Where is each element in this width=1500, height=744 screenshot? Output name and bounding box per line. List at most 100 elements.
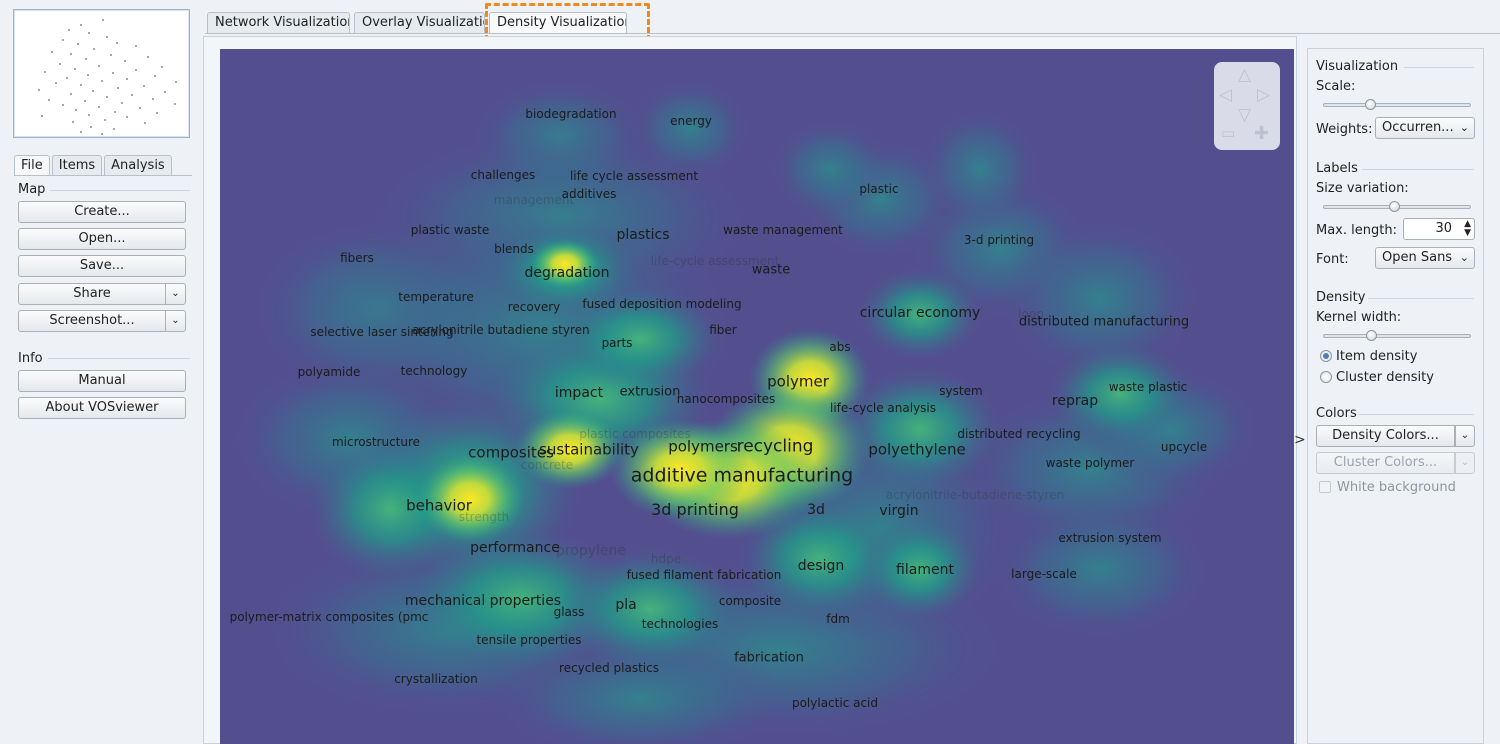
map-term-label[interactable]: fabrication [734,652,804,665]
tab-network-visualization[interactable]: Network Visualization [207,12,350,33]
map-term-label[interactable]: pla [615,598,636,612]
map-term-label[interactable]: temperature [398,291,473,303]
cluster-density-radio[interactable] [1320,371,1332,383]
map-term-label[interactable]: blends [494,243,534,255]
map-term-label[interactable]: distributed recycling [957,428,1080,440]
map-term-label[interactable]: recycling [737,439,814,456]
map-term-label[interactable]: composite [719,595,781,607]
map-term-label[interactable]: acrylonitrile butadiene styren [412,324,589,336]
map-term-label[interactable]: propylene [556,544,626,558]
screenshot-button[interactable]: Screenshot... [18,310,166,332]
pan-down-icon[interactable]: ▽ [1238,107,1251,124]
map-term-label[interactable]: biodegradation [525,108,616,120]
tab-items[interactable]: Items [52,155,102,175]
map-term-label[interactable]: crystallization [394,673,478,685]
zoom-out-icon[interactable]: ▭ [1221,126,1235,141]
font-select[interactable]: Open Sans ⌄ [1375,247,1475,269]
map-term-label[interactable]: virgin [879,504,918,518]
map-term-label[interactable]: polyamide [298,366,361,378]
map-term-label[interactable]: hdpe [651,553,681,565]
weights-select[interactable]: Occurren... ⌄ [1375,117,1475,139]
map-term-label[interactable]: polymer-matrix composites (pmc [230,611,429,623]
map-term-label[interactable]: plastic [859,183,898,195]
map-term-label[interactable]: plastic waste [411,224,490,236]
map-term-label[interactable]: challenges [471,169,535,181]
map-term-label[interactable]: extrusion [620,386,681,399]
manual-button[interactable]: Manual [18,370,186,392]
map-term-label[interactable]: polymers [668,440,738,455]
map-term-label[interactable]: design [798,559,844,573]
map-term-label[interactable]: 3d printing [651,502,739,518]
map-term-label[interactable]: technologies [642,618,719,630]
map-term-label[interactable]: additives [562,188,617,200]
map-term-label[interactable]: nanocomposites [677,393,775,405]
map-term-label[interactable]: fused deposition modeling [582,298,741,310]
density-colors-chevron-icon[interactable]: ⌄ [1455,425,1475,447]
white-background-checkbox[interactable] [1319,481,1331,493]
map-term-label[interactable]: filament [896,563,954,577]
map-term-label[interactable]: technology [401,365,468,377]
kernel-width-slider[interactable] [1323,328,1471,344]
max-length-spinner[interactable]: 30 ▲▼ [1403,218,1475,240]
tab-density-visualization[interactable]: Density Visualization [489,12,627,33]
map-navigation-control[interactable]: △ ◁ ▷ ▽ ▭ ✚ [1214,62,1280,150]
map-term-label[interactable]: impact [555,386,603,400]
about-button[interactable]: About VOSviewer [18,397,186,419]
open-button[interactable]: Open... [18,228,186,250]
zoom-in-icon[interactable]: ✚ [1254,125,1269,143]
share-dropdown-chevron-icon[interactable]: ⌄ [165,283,186,305]
map-term-label[interactable]: large-scale [1011,568,1077,580]
map-term-label[interactable]: life cycle assessment [570,170,698,182]
cluster-colors-button[interactable]: Cluster Colors... [1316,452,1455,474]
map-term-label[interactable]: 3d [807,503,825,517]
save-button[interactable]: Save... [18,255,186,277]
map-term-label[interactable]: fdm [826,613,850,625]
screenshot-dropdown-chevron-icon[interactable]: ⌄ [165,310,186,332]
share-button[interactable]: Share [18,283,166,305]
map-term-label[interactable]: parts [602,337,633,349]
map-term-label[interactable]: recovery [508,301,561,313]
map-term-label[interactable]: mechanical properties [405,594,561,608]
density-map[interactable]: biodegradation energy challenges life cycle… [220,49,1294,744]
size-variation-slider-thumb[interactable] [1389,201,1400,212]
map-term-label[interactable]: reprap [1052,394,1098,408]
map-term-label[interactable]: 3-d printing [964,234,1034,246]
cluster-colors-chevron-icon[interactable]: ⌄ [1455,452,1475,474]
map-term-label[interactable]: plastics [616,228,669,242]
map-term-label[interactable]: waste [752,264,790,277]
map-term-label[interactable]: polylactic acid [792,697,878,709]
map-term-label[interactable]: energy [670,115,712,127]
size-variation-slider[interactable] [1323,199,1471,215]
density-colors-button[interactable]: Density Colors... [1316,425,1455,447]
map-term-label[interactable]: strength [459,511,510,523]
create-button[interactable]: Create... [18,201,186,223]
map-term-label[interactable]: waste polymer [1046,457,1135,469]
tab-overlay-visualization[interactable]: Overlay Visualizatio [354,12,485,33]
map-term-label[interactable]: extrusion system [1058,532,1161,544]
map-term-label[interactable]: sustainability [539,443,639,458]
map-term-label[interactable]: waste plastic [1109,381,1188,393]
pan-up-icon[interactable]: △ [1238,67,1251,84]
map-term-label[interactable]: degradation [524,266,609,280]
kernel-width-slider-thumb[interactable] [1366,330,1377,341]
tab-file[interactable]: File [14,155,50,175]
scale-slider-thumb[interactable] [1365,99,1376,110]
map-term-label[interactable]: additive manufacturing [631,467,853,486]
map-term-label[interactable]: upcycle [1161,441,1207,453]
map-term-label[interactable]: recycled plastics [559,662,659,674]
map-term-label[interactable]: glass [554,606,585,618]
map-term-label[interactable]: tensile properties [476,634,581,646]
map-term-label[interactable]: system [939,385,982,397]
map-term-label[interactable]: fused filament fabrication [627,569,782,581]
pan-right-icon[interactable]: ▷ [1257,87,1270,104]
item-density-radio[interactable] [1320,350,1332,362]
map-term-label[interactable]: acrylonitrile-butadiene-styren [886,489,1064,501]
pan-left-icon[interactable]: ◁ [1219,87,1232,104]
map-term-label[interactable]: concrete [521,459,573,471]
map-term-label[interactable]: circular economy [860,306,981,320]
map-term-label[interactable]: fibers [340,252,374,264]
scale-slider[interactable] [1323,97,1471,113]
map-term-label[interactable]: abs [829,341,850,353]
spinner-arrows-icon[interactable]: ▲▼ [1464,220,1471,238]
tab-analysis[interactable]: Analysis [104,155,172,175]
